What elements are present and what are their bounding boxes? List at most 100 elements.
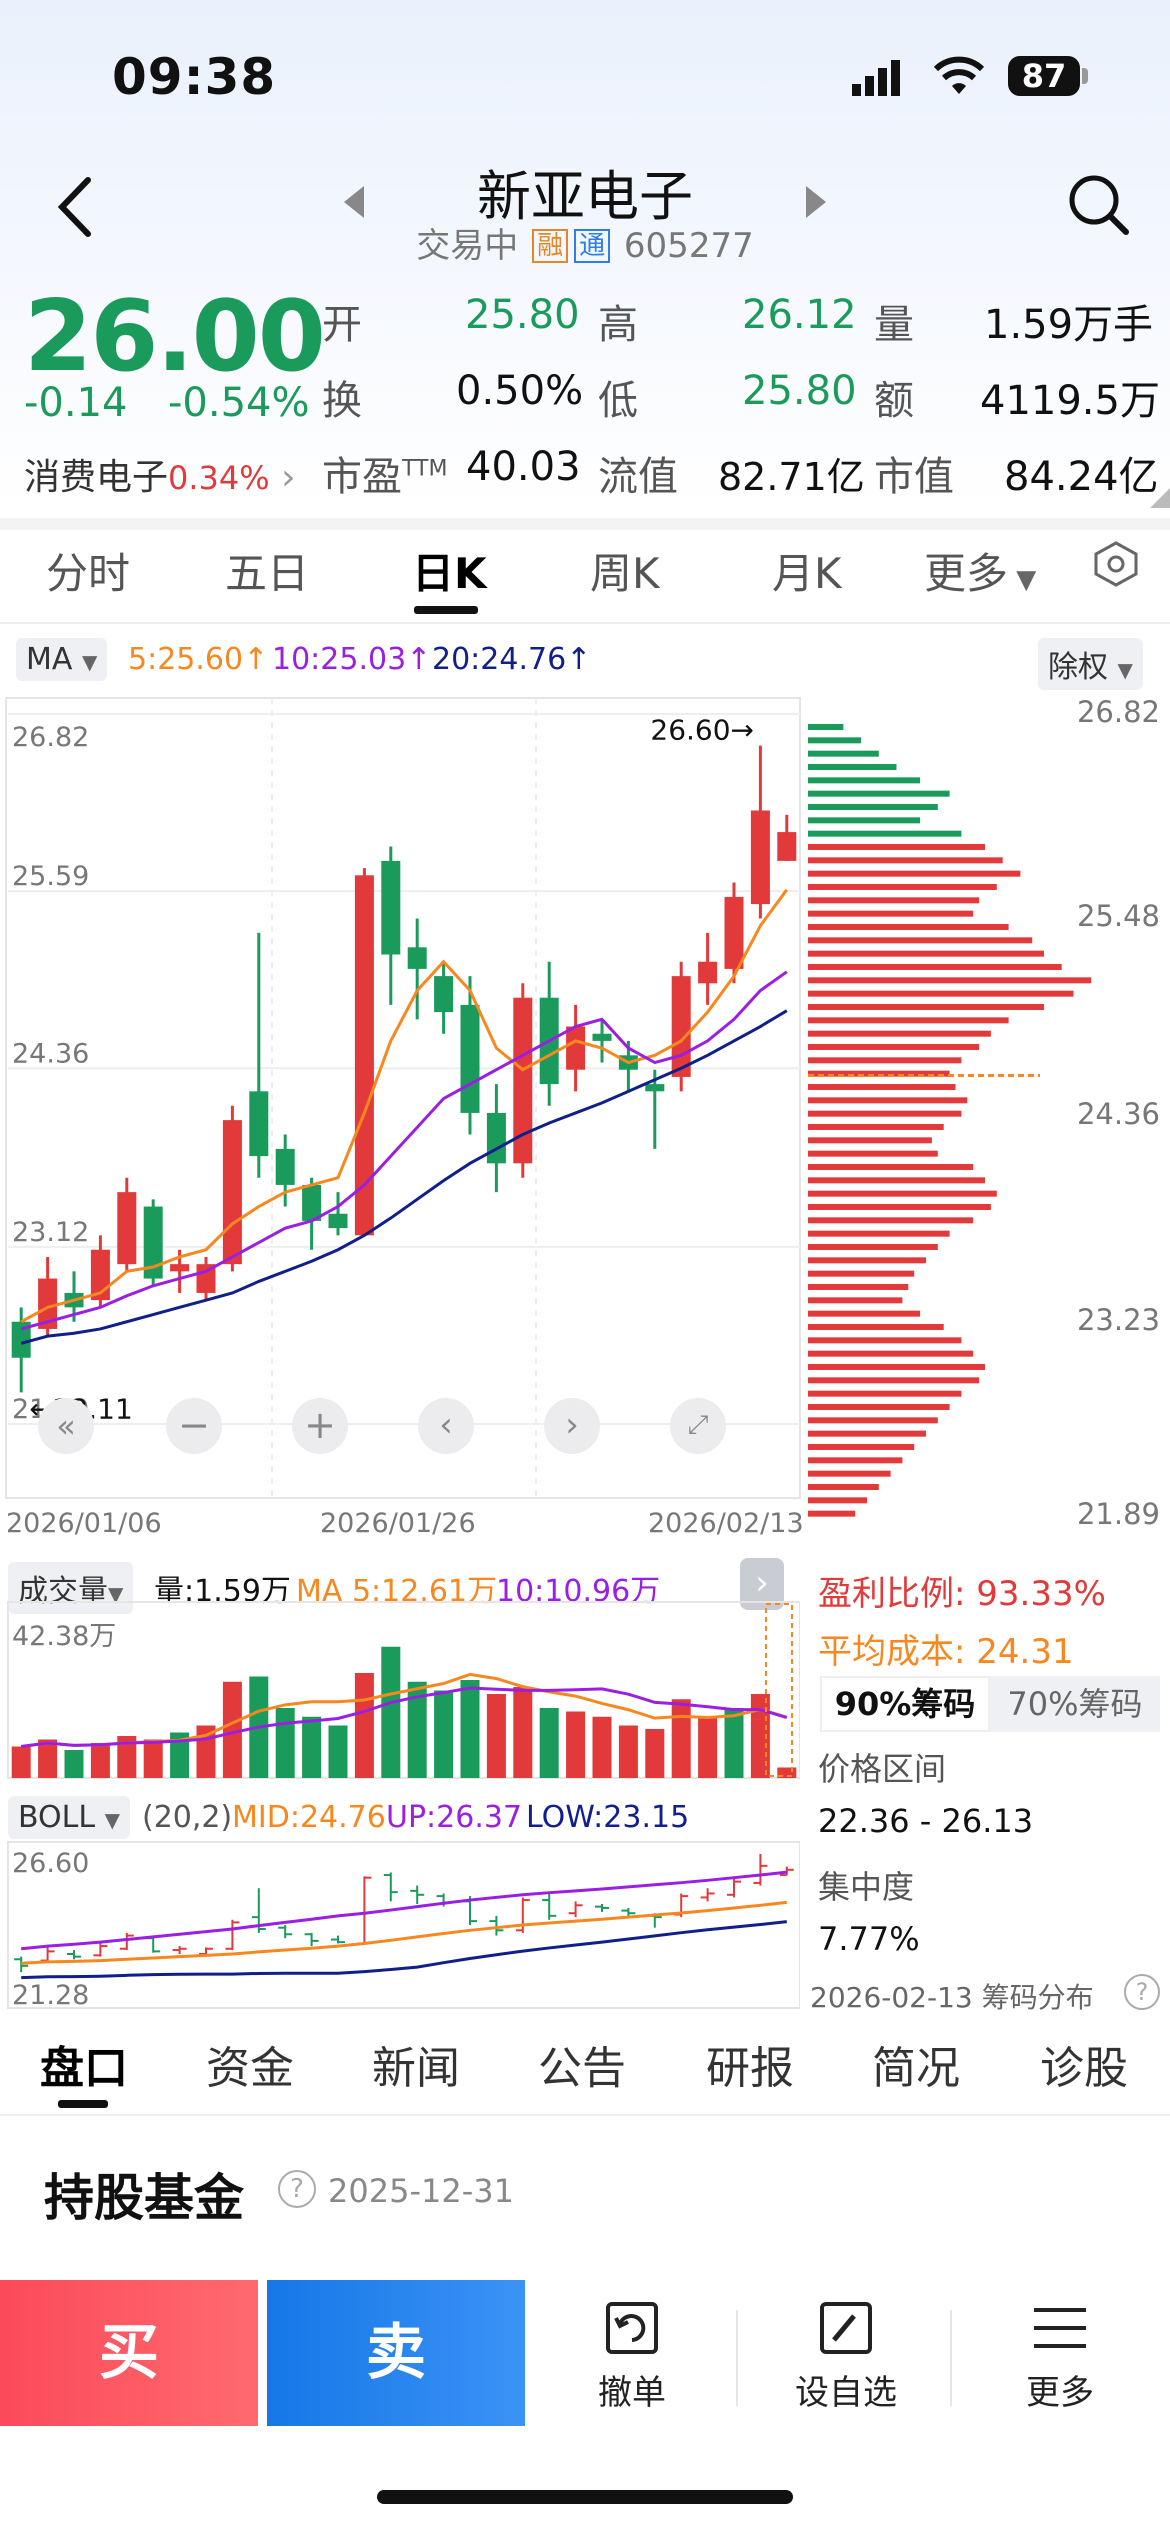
tab-diagnosis[interactable]: 诊股 xyxy=(1040,2043,1128,2094)
ma10-value: 10:25.03↑ xyxy=(272,642,432,677)
candle-body xyxy=(513,997,533,1164)
profit-ratio: 盈利比例: 93.33% xyxy=(818,1566,1106,1615)
boll-selector[interactable]: BOLL ▼ xyxy=(8,1796,131,1839)
period-tabs: 分时 五日 日K 周K 月K 更多 ▼ xyxy=(0,540,1170,620)
candle-body xyxy=(11,1321,31,1358)
ma5-value: 5:25.60↑ xyxy=(128,642,269,677)
chip-bar xyxy=(808,910,974,917)
volume-bar xyxy=(222,1681,242,1778)
tab-chip-70[interactable]: 70%筹码 xyxy=(990,1676,1160,1732)
chip-bar xyxy=(808,737,862,744)
prev-stock-icon[interactable] xyxy=(340,184,370,224)
price-change-pct: -0.54% xyxy=(168,380,310,426)
divider xyxy=(736,2310,738,2406)
chip-bar xyxy=(808,1364,985,1370)
scroll-right-icon[interactable]: › xyxy=(544,1398,600,1454)
fullscreen-icon[interactable]: ⤢ xyxy=(670,1398,726,1454)
add-watchlist-button[interactable]: 设自选 xyxy=(776,2300,916,2414)
expand-corner-icon[interactable] xyxy=(1150,488,1170,512)
cancel-order-button[interactable]: 撤单 xyxy=(562,2300,702,2414)
tab-5day[interactable]: 五日 xyxy=(225,549,310,598)
chip-bar xyxy=(808,1404,950,1410)
adjust-label: 除权 xyxy=(1048,650,1108,685)
chip-bar xyxy=(808,1004,1044,1010)
candle-body xyxy=(328,1213,348,1229)
sector-name: 消费电子 xyxy=(24,457,169,498)
tab-news[interactable]: 新闻 xyxy=(372,2043,460,2094)
tab-daily[interactable]: 日K xyxy=(412,549,487,598)
scroll-left-fast-icon[interactable]: « xyxy=(38,1398,94,1454)
chip-bar xyxy=(808,1044,980,1050)
help-icon[interactable]: ? xyxy=(1124,1974,1160,2010)
tab-more[interactable]: 更多 ▼ xyxy=(924,540,1036,601)
volume-selector[interactable]: 成交量▼ xyxy=(8,1562,134,1614)
sector-pct: 0.34% xyxy=(168,459,270,497)
tab-minute[interactable]: 分时 xyxy=(46,549,131,598)
ma20-line xyxy=(20,1009,788,1345)
ma-selector[interactable]: MA ▼ xyxy=(16,638,108,681)
chip-axis-tick: 25.48 xyxy=(1077,899,1160,933)
price-tick-left: 26.82 xyxy=(12,722,89,753)
open-label: 开 xyxy=(322,302,362,348)
volume-bar xyxy=(38,1739,58,1778)
chip-axis-tick: 24.36 xyxy=(1077,1097,1160,1131)
back-button[interactable] xyxy=(50,172,100,246)
undo-icon xyxy=(606,2302,658,2354)
stock-name: 新亚电子 xyxy=(477,165,693,228)
boll-up: UP:26.37 xyxy=(386,1800,523,1835)
trade-status: 交易中 xyxy=(416,226,519,266)
tab-chip-90[interactable]: 90%筹码 xyxy=(820,1676,990,1732)
tab-orderbook[interactable]: 盘口 xyxy=(40,2043,128,2094)
triangle-down-icon: ▼ xyxy=(1008,565,1037,595)
zoom-in-icon[interactable]: + xyxy=(292,1398,348,1454)
chip-bar xyxy=(808,817,921,824)
volume-chart[interactable] xyxy=(0,1600,800,1780)
tab-research[interactable]: 研报 xyxy=(706,2043,794,2094)
tab-monthly[interactable]: 月K xyxy=(772,549,842,598)
volume-bar xyxy=(170,1732,190,1778)
help-icon[interactable]: ? xyxy=(278,2170,316,2208)
divider xyxy=(0,622,1170,624)
chip-bar xyxy=(808,1270,915,1277)
cancel-order-label: 撤单 xyxy=(598,2373,666,2413)
tab-funds[interactable]: 资金 xyxy=(206,2043,294,2094)
tab-more-label: 更多 xyxy=(924,549,1009,598)
chip-bar xyxy=(808,857,1003,864)
triangle-down-icon: ▼ xyxy=(108,1582,124,1606)
tab-profile[interactable]: 简况 xyxy=(872,2043,960,2094)
scroll-left-icon[interactable]: ‹ xyxy=(418,1398,474,1454)
boll-chart[interactable] xyxy=(0,1840,800,2010)
boll-mid: MID:24.76 xyxy=(232,1800,386,1835)
zoom-out-icon[interactable]: − xyxy=(166,1398,222,1454)
pe-label: 市盈TTM xyxy=(322,444,447,502)
tab-weekly[interactable]: 周K xyxy=(590,549,660,598)
buy-button[interactable]: 买 xyxy=(0,2280,258,2426)
sector-link[interactable]: 消费电子0.34% › xyxy=(24,448,296,500)
chip-bar xyxy=(808,790,950,797)
settings-hex-icon[interactable] xyxy=(1092,540,1140,598)
price-tick-left: 23.12 xyxy=(12,1217,89,1248)
avg-cost: 平均成本: 24.31 xyxy=(818,1624,1074,1673)
volume-bar xyxy=(354,1673,374,1778)
chip-bar xyxy=(808,830,962,837)
volume-bar xyxy=(11,1746,31,1778)
more-actions-button[interactable]: 更多 xyxy=(990,2300,1130,2414)
candle-body xyxy=(275,1148,295,1185)
edit-icon xyxy=(820,2302,872,2354)
next-stock-icon[interactable] xyxy=(800,184,830,224)
chip-bar xyxy=(808,1257,926,1264)
battery-cap xyxy=(1082,68,1088,84)
candle-body xyxy=(486,1112,506,1164)
tab-announcements[interactable]: 公告 xyxy=(538,2043,626,2094)
chip-bar xyxy=(808,1377,980,1384)
sell-button[interactable]: 卖 xyxy=(267,2280,525,2426)
search-icon[interactable] xyxy=(1064,170,1134,244)
signal-icon xyxy=(852,58,912,102)
adjust-selector[interactable]: 除权 ▼ xyxy=(1038,638,1143,690)
high-value: 26.12 xyxy=(742,292,857,338)
chip-bar xyxy=(808,964,1062,970)
concentration-value: 7.77% xyxy=(818,1920,920,1958)
candle-body xyxy=(38,1278,58,1329)
selection-box xyxy=(765,1603,793,1777)
